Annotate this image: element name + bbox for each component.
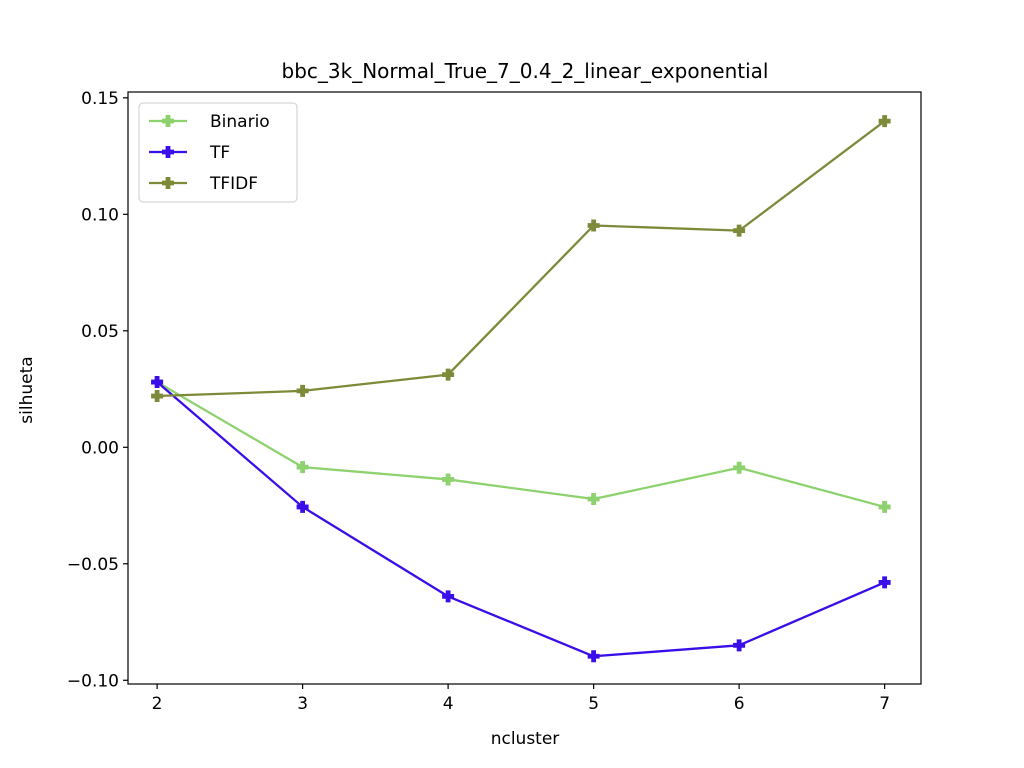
x-axis: 2 3 4 5 6 7 (152, 684, 890, 714)
legend: Binario TF TFIDF (138, 102, 298, 203)
series-line-binario (156, 381, 885, 509)
y-tick-label: 0.05 (81, 322, 119, 342)
x-tick-label: 7 (879, 694, 890, 714)
data-point-tfidf (733, 224, 746, 237)
y-tick-label: −0.05 (67, 555, 119, 575)
series-layer (151, 115, 891, 663)
legend-label-binario: Binario (210, 112, 270, 132)
x-tick-label: 4 (443, 694, 454, 714)
legend-marker-binario (162, 115, 174, 127)
data-point-binario (878, 500, 891, 513)
series-tf (151, 376, 891, 663)
data-point-tf (587, 650, 600, 663)
x-tick-label: 5 (588, 694, 599, 714)
y-tick-label: 0.10 (81, 205, 119, 225)
data-point-tfidf (151, 390, 164, 403)
x-tick-label: 6 (734, 694, 745, 714)
legend-label-tfidf: TFIDF (209, 174, 258, 194)
series-line-tfidf (157, 120, 886, 398)
data-point-tf (442, 590, 455, 603)
x-tick-label: 3 (297, 694, 308, 714)
data-point-tf (878, 576, 891, 589)
plot-frame (127, 91, 922, 685)
data-point-tf (151, 376, 164, 389)
data-point-tfidf (442, 368, 455, 381)
data-point-tfidf (878, 115, 891, 128)
data-point-tfidf (296, 384, 309, 397)
data-point-tf (296, 500, 309, 513)
legend-box (138, 102, 298, 203)
data-point-tfidf (587, 219, 600, 232)
legend-marker-tfidf (162, 177, 174, 189)
x-tick-label: 2 (152, 694, 163, 714)
chart-title: bbc_3k_Normal_True_7_0.4_2_linear_expone… (282, 59, 769, 83)
legend-label-tf: TF (209, 143, 230, 163)
legend-marker-tf (162, 146, 174, 158)
series-line-tf (156, 381, 886, 658)
legend-entries: Binario TF TFIDF (149, 112, 270, 194)
y-tick-label: 0.15 (81, 89, 119, 109)
data-point-tf (733, 639, 746, 652)
series-tfidf (151, 115, 891, 403)
y-tick-label: 0.00 (81, 438, 119, 458)
data-point-binario (733, 461, 746, 474)
y-axis: −0.10 −0.05 0.00 0.05 0.10 0.15 (67, 89, 128, 691)
data-point-binario (296, 461, 309, 474)
data-point-binario (587, 493, 600, 506)
x-axis-label: ncluster (491, 729, 560, 749)
data-point-binario (442, 473, 455, 486)
y-tick-label: −0.10 (67, 671, 119, 691)
y-axis-label: silhueta (17, 356, 37, 423)
